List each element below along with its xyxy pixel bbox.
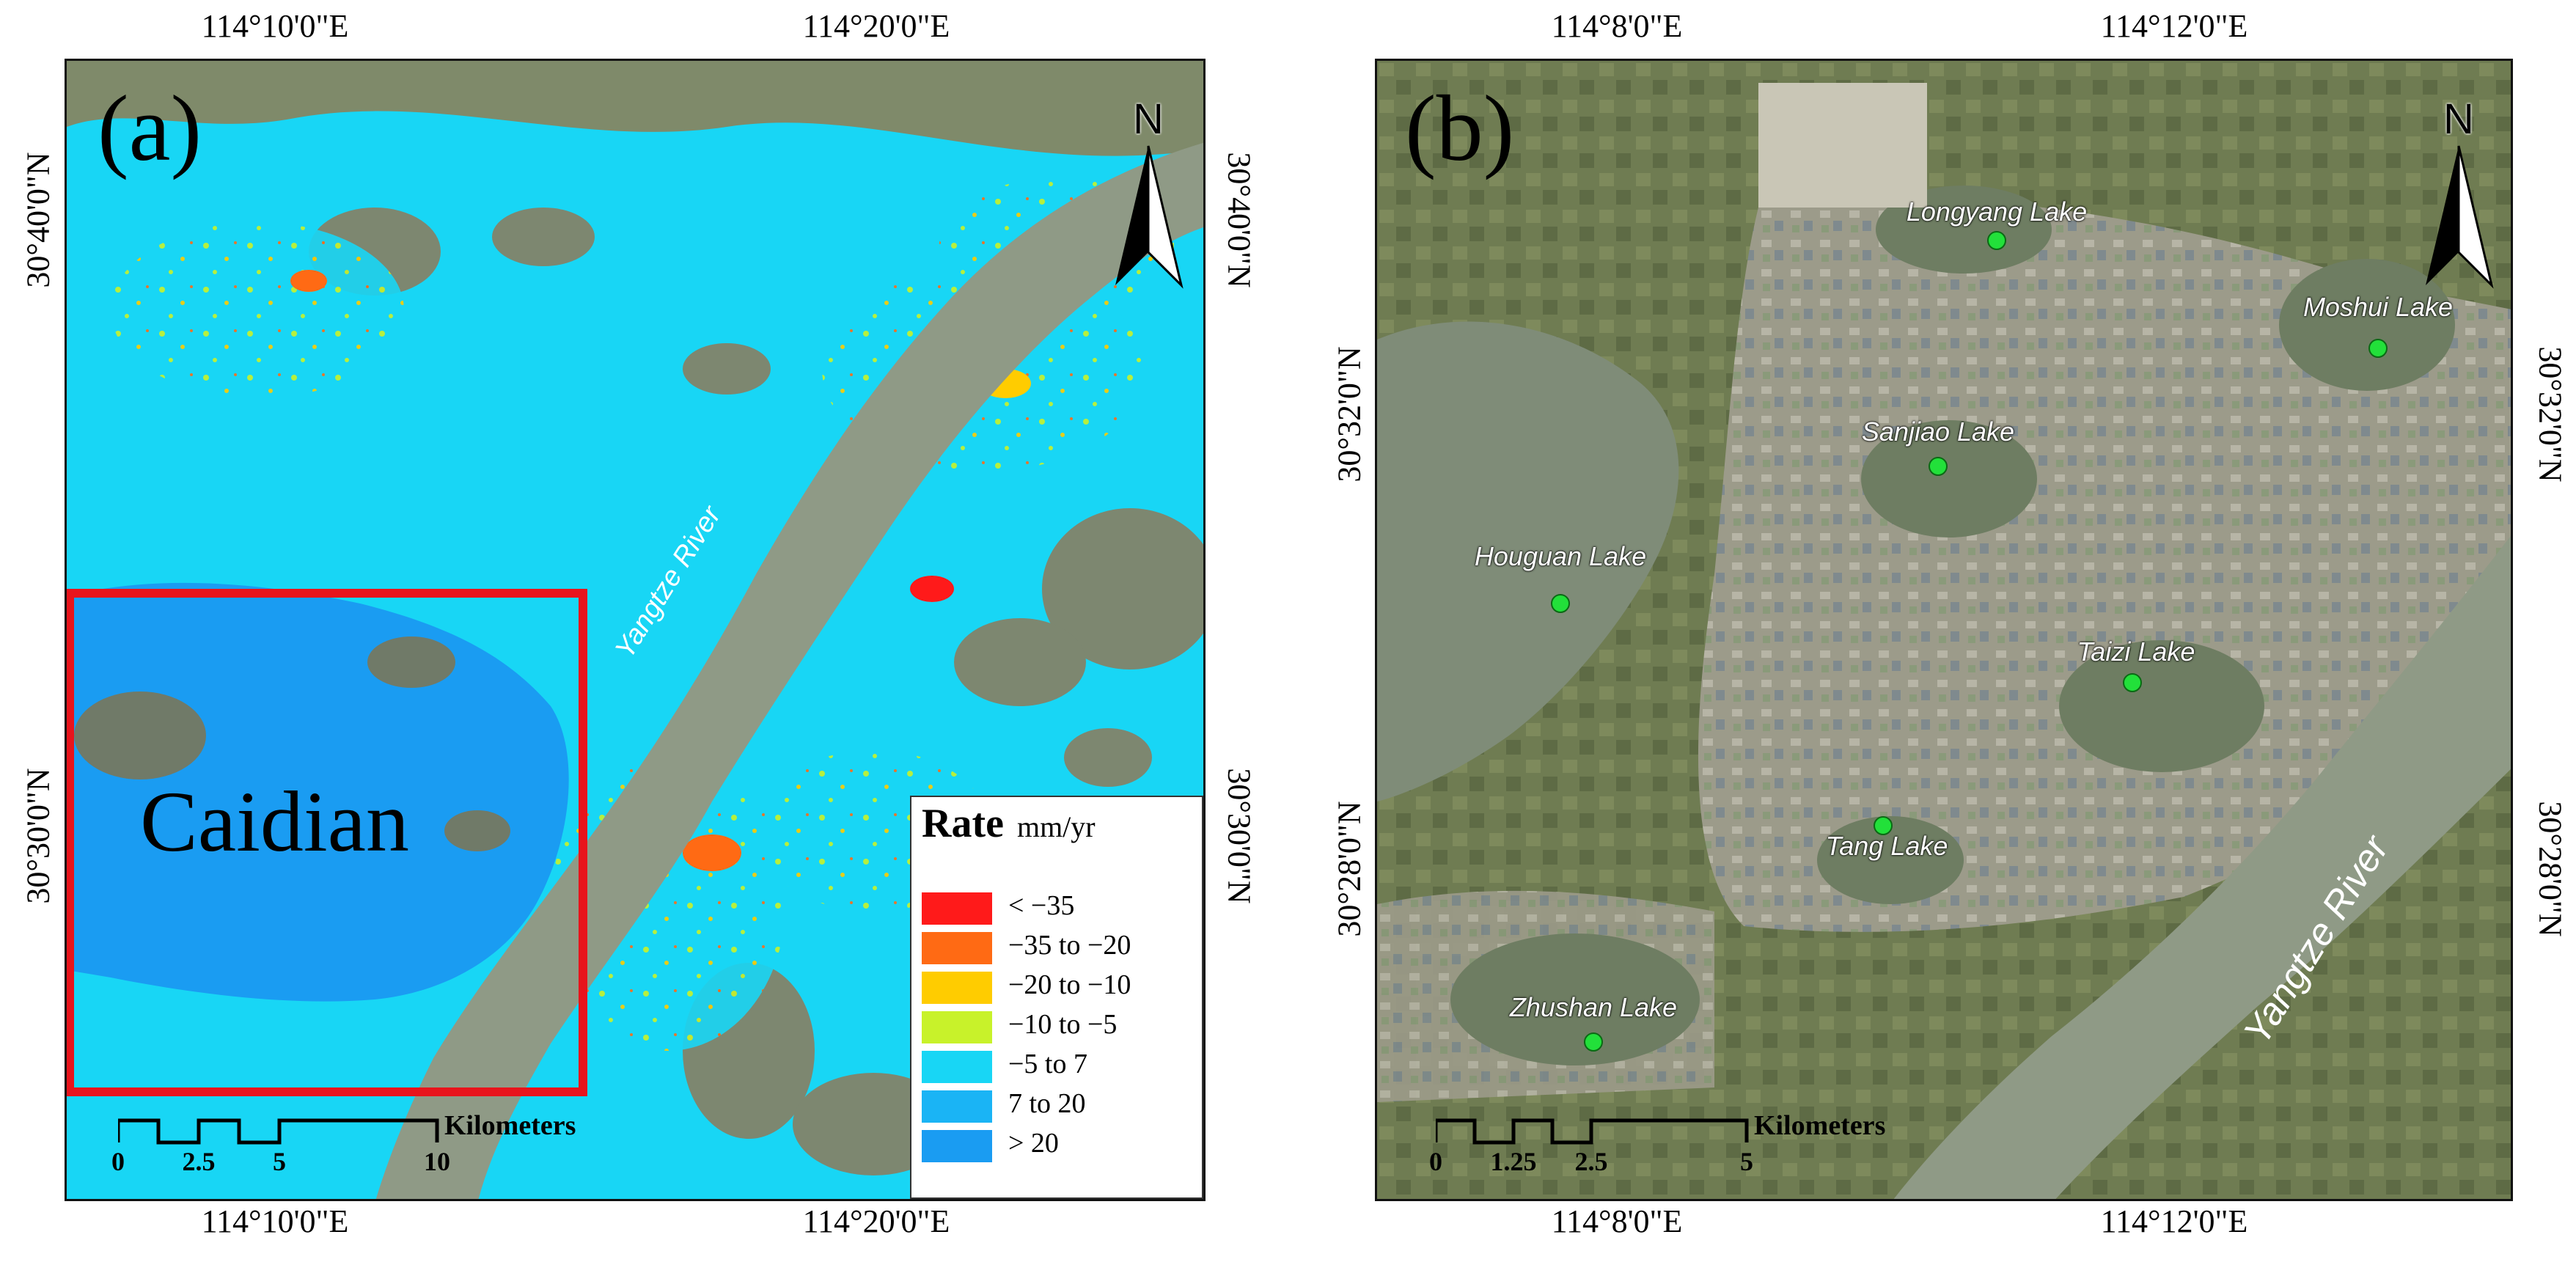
legend-label: −35 to −20: [1008, 930, 1131, 961]
panel-a-bottom-lon-label-2: 114°20'0"E: [802, 1203, 950, 1239]
study-area-box: [67, 589, 587, 1096]
lake-marker-zhushan: [1584, 1032, 1603, 1052]
panel-a-top-lon-label-2: 114°20'0"E: [802, 8, 950, 44]
panel-a-bottom-lon-label-1: 114°10'0"E: [201, 1203, 349, 1239]
yangtze-river-water: [1893, 535, 2511, 1199]
panel-a-north-letter: N: [1133, 95, 1164, 143]
panel-b-scale-bar: 0 1.25 2.5 5 Kilometers: [1429, 1109, 1993, 1190]
scale-tick: 1.25: [1490, 1147, 1537, 1176]
houguan-lake-water: [1377, 321, 1679, 801]
scale-tick: 2.5: [1574, 1147, 1608, 1176]
scale-unit: Kilometers: [1754, 1110, 1886, 1141]
legend-unit: mm/yr: [1016, 810, 1096, 843]
panel-b-map: (b) N Longyang Lake Moshui Lake Sanjiao …: [1375, 59, 2513, 1201]
legend-swatch: [922, 972, 992, 1004]
panel-b-right-lat-label-1: 30°32'0"N: [2532, 346, 2569, 483]
scale-tick: 0: [111, 1147, 125, 1176]
panel-b-right-lat-label-2: 30°28'0"N: [2532, 801, 2569, 937]
legend-swatch: [922, 1130, 992, 1162]
legend-title-text: Rate: [922, 801, 1004, 846]
lake-label-houguan: Houguan Lake: [1474, 541, 1647, 571]
lake-marker-sanjiao: [1929, 457, 1948, 476]
lake-label-taizi: Taizi Lake: [2077, 636, 2195, 667]
panel-b-left-lat-label-1: 30°32'0"N: [1331, 346, 1368, 483]
scale-tick: 10: [424, 1147, 450, 1176]
panel-a-label: (a): [98, 76, 202, 180]
panel-b-top-lon-label-1: 114°8'0"E: [1551, 8, 1683, 44]
panel-a-right-lat-label-1: 30°40'0"N: [1221, 152, 1258, 288]
panel-a-left-lat-label-1: 30°40'0"N: [20, 152, 56, 288]
scale-unit: Kilometers: [444, 1110, 576, 1141]
legend-label: 7 to 20: [1008, 1088, 1086, 1119]
panel-b-bottom-lon-label-1: 114°8'0"E: [1551, 1203, 1683, 1239]
caidian-label: Caidian: [140, 774, 410, 870]
legend-label: −10 to −5: [1008, 1009, 1118, 1040]
lake-marker-tang: [1874, 816, 1893, 835]
lake-label-longyang: Longyang Lake: [1906, 197, 2088, 227]
lake-label-moshui: Moshui Lake: [2302, 292, 2454, 322]
lake-label-sanjiao: Sanjiao Lake: [1861, 417, 2015, 447]
lake-marker-houguan: [1551, 594, 1570, 613]
panel-b-north-letter: N: [2443, 95, 2474, 143]
lake-waters: [1450, 186, 2455, 1065]
airport-area: [1758, 83, 1927, 208]
legend-swatch: [922, 1051, 992, 1083]
panel-b-label: (b): [1405, 76, 1515, 180]
rate-legend: Rate mm/yr < −35 −35 to −20 −20 to −10 −1…: [910, 796, 1203, 1199]
caidian-region: [67, 582, 569, 1002]
north-arrow-icon: [2426, 145, 2494, 289]
scale-tick: 2.5: [182, 1147, 216, 1176]
lake-marker-taizi: [2123, 673, 2142, 692]
panel-b-north-arrow: N: [2418, 95, 2499, 293]
lake-label-tang: Tang Lake: [1825, 831, 1948, 861]
legend-title: Rate mm/yr: [922, 800, 1096, 847]
imagery-top: [67, 61, 1203, 156]
legend-swatch: [922, 1011, 992, 1043]
lake-marker-longyang: [1987, 231, 2006, 250]
panel-a-north-arrow: N: [1108, 95, 1189, 293]
scale-bar-graphic: [1436, 1118, 1749, 1145]
legend-swatch: [922, 932, 992, 964]
panel-a-left-lat-label-2: 30°30'0"N: [20, 768, 56, 904]
north-arrow-icon: [1115, 145, 1184, 289]
legend-label: > 20: [1008, 1128, 1059, 1159]
panel-a-deformation-map: [67, 61, 1203, 1199]
scale-tick: 5: [273, 1147, 286, 1176]
scale-bar-graphic: [118, 1118, 439, 1145]
panel-b-top-lon-label-2: 114°12'0"E: [2100, 8, 2248, 44]
legend-swatch: [922, 1090, 992, 1123]
panel-b-bottom-lon-label-2: 114°12'0"E: [2100, 1203, 2248, 1239]
urban-area: [1698, 198, 2511, 932]
scale-tick: 0: [1429, 1147, 1442, 1176]
scale-tick: 5: [1740, 1147, 1753, 1176]
legend-label: −20 to −10: [1008, 969, 1131, 1000]
panel-a-top-lon-label-1: 114°10'0"E: [201, 8, 349, 44]
legend-label: −5 to 7: [1008, 1049, 1087, 1079]
panel-b-satellite-image: [1377, 61, 2511, 1199]
legend-swatch: [922, 892, 992, 925]
legend-label: < −35: [1008, 890, 1075, 921]
panel-a-right-lat-label-2: 30°30'0"N: [1221, 768, 1258, 904]
panel-a-scale-bar: 0 2.5 5 10 Kilometers: [111, 1109, 675, 1190]
panel-a-map: (a) Caidian Yangtze River N Rate mm/yr < …: [65, 59, 1206, 1201]
lake-label-zhushan: Zhushan Lake: [1509, 992, 1678, 1022]
panel-b-left-lat-label-2: 30°28'0"N: [1331, 801, 1368, 937]
lake-marker-moshui: [2368, 339, 2388, 358]
caidian-lakes: [74, 636, 510, 851]
